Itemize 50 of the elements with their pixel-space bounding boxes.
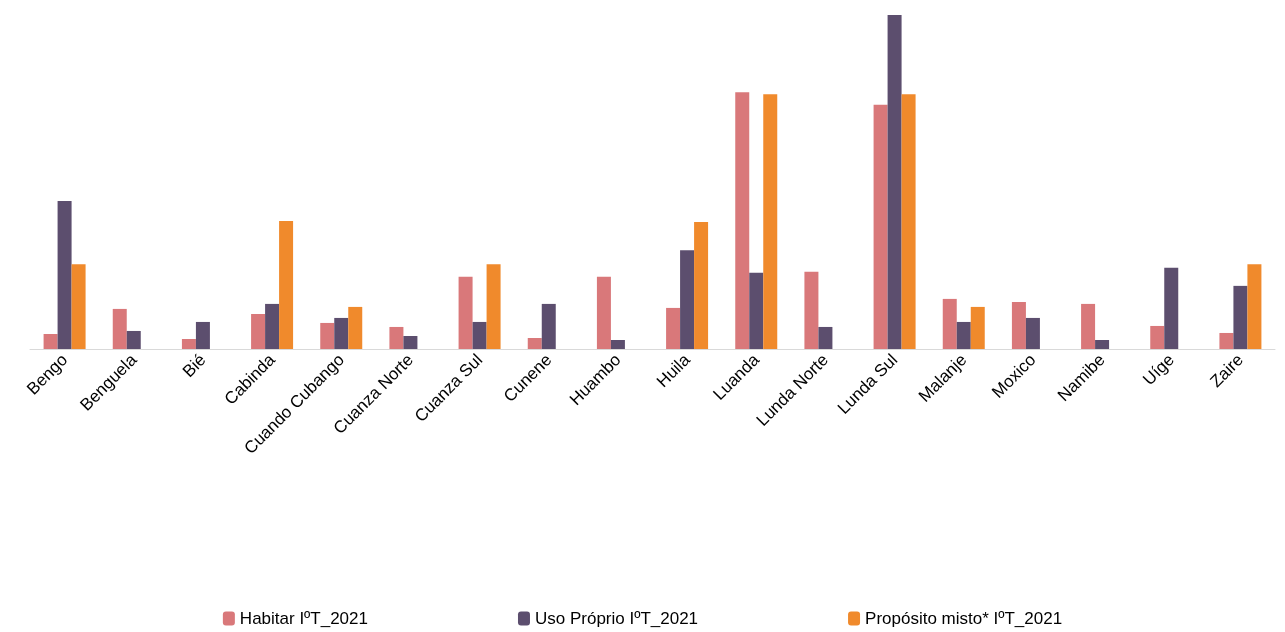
bar — [334, 317, 349, 349]
bar — [1025, 317, 1040, 349]
bar — [1164, 267, 1179, 349]
bar — [486, 264, 501, 349]
legend-label: Propósito misto* IºT_2021 — [865, 609, 1063, 628]
bar — [1011, 301, 1026, 349]
bar — [694, 222, 709, 349]
bar — [901, 94, 916, 349]
bar — [251, 313, 266, 349]
bar — [804, 271, 819, 349]
bar — [320, 322, 335, 349]
legend-label: Uso Próprio IºT_2021 — [534, 609, 699, 628]
bar — [942, 298, 957, 349]
bar — [596, 276, 611, 349]
bar — [541, 303, 556, 349]
bar — [57, 201, 72, 349]
bar — [1233, 285, 1248, 349]
bar — [1150, 325, 1165, 349]
bar — [970, 306, 985, 349]
bar — [666, 307, 681, 349]
bar — [126, 330, 141, 349]
bar — [181, 338, 196, 349]
bar — [472, 321, 487, 349]
bar — [348, 306, 363, 349]
bar — [389, 326, 404, 349]
bar — [680, 250, 695, 349]
bar — [527, 337, 542, 349]
bar — [1219, 332, 1234, 349]
bar — [1247, 264, 1262, 349]
bar — [610, 339, 625, 349]
bar — [265, 303, 280, 349]
legend-label: Habitar IºT_2021 — [239, 609, 368, 628]
bar — [956, 321, 971, 349]
x-tick-label: Uíge — [1139, 350, 1178, 390]
x-tick-label: Bié — [178, 350, 210, 382]
bar — [735, 92, 750, 349]
bar — [195, 321, 210, 349]
bar — [818, 326, 833, 349]
bar — [43, 333, 58, 349]
bar — [873, 104, 888, 349]
bar — [763, 94, 778, 349]
bar — [887, 15, 902, 349]
bar — [279, 221, 294, 349]
bar — [71, 264, 86, 349]
bar — [403, 335, 418, 349]
bar — [1081, 303, 1096, 349]
bar — [458, 276, 473, 349]
bar — [749, 272, 764, 349]
bar — [112, 308, 127, 349]
bar — [1095, 339, 1110, 349]
